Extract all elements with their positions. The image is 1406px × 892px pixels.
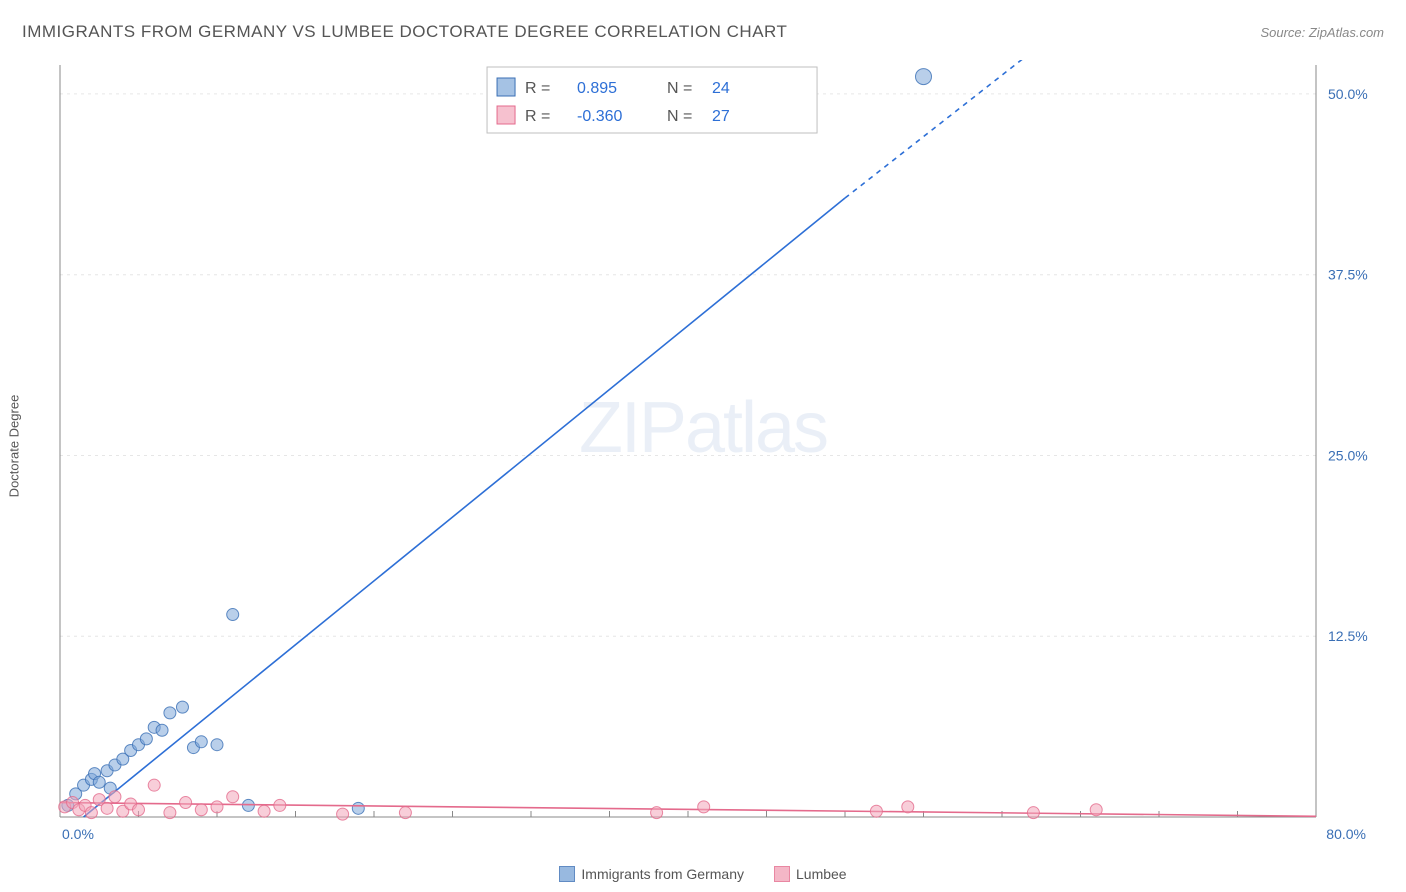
data-point [227, 609, 239, 621]
x-tick-label: 80.0% [1326, 826, 1366, 842]
data-point [176, 701, 188, 713]
legend-r-value: -0.360 [577, 108, 622, 125]
data-point [1090, 804, 1102, 816]
data-point [337, 808, 349, 820]
data-point [93, 776, 105, 788]
data-point [352, 802, 364, 814]
y-tick-label: 12.5% [1328, 628, 1368, 644]
data-point [156, 724, 168, 736]
data-point [1027, 807, 1039, 819]
data-point [133, 804, 145, 816]
data-point [916, 69, 932, 85]
data-point [274, 799, 286, 811]
legend-item: Immigrants from Germany [559, 866, 744, 882]
legend-label: Lumbee [796, 866, 847, 882]
y-axis-title: Doctorate Degree [7, 395, 22, 498]
legend-swatch [497, 78, 515, 96]
data-point [211, 739, 223, 751]
chart-title: IMMIGRANTS FROM GERMANY VS LUMBEE DOCTOR… [22, 22, 787, 42]
data-point [211, 801, 223, 813]
legend-n-value: 27 [712, 108, 730, 125]
legend-label: Immigrants from Germany [581, 866, 744, 882]
legend-n-value: 24 [712, 80, 730, 97]
legend-swatch [559, 866, 575, 882]
data-point [902, 801, 914, 813]
legend-n-label: N = [667, 80, 692, 97]
data-point [164, 807, 176, 819]
y-tick-label: 37.5% [1328, 267, 1368, 283]
legend-n-label: N = [667, 108, 692, 125]
legend-r-label: R = [525, 108, 550, 125]
data-point [195, 736, 207, 748]
regression-line-dashed [845, 60, 1033, 198]
legend-swatch [774, 866, 790, 882]
y-tick-label: 25.0% [1328, 447, 1368, 463]
data-point [148, 779, 160, 791]
data-point [227, 791, 239, 803]
legend-item: Lumbee [774, 866, 847, 882]
legend-swatch [497, 106, 515, 124]
data-point [85, 807, 97, 819]
scatter-chart: 12.5% 25.0% 37.5% 50.0% 0.0% 80.0% R = 0.895 N =… [50, 60, 1376, 852]
data-point [109, 791, 121, 803]
data-point [140, 733, 152, 745]
data-point [870, 805, 882, 817]
data-point [195, 804, 207, 816]
data-point [164, 707, 176, 719]
legend-r-value: 0.895 [577, 80, 617, 97]
data-point [651, 807, 663, 819]
data-point [101, 802, 113, 814]
data-point [180, 797, 192, 809]
data-point [698, 801, 710, 813]
source-attribution: Source: ZipAtlas.com [1260, 25, 1384, 40]
data-point [258, 805, 270, 817]
header: IMMIGRANTS FROM GERMANY VS LUMBEE DOCTOR… [22, 22, 1384, 42]
chart-area: 12.5% 25.0% 37.5% 50.0% 0.0% 80.0% R = 0.895 N =… [50, 60, 1376, 852]
data-point [399, 807, 411, 819]
legend-r-label: R = [525, 80, 550, 97]
legend-bottom: Immigrants from Germany Lumbee [0, 866, 1406, 882]
x-tick-label: 0.0% [62, 826, 94, 842]
y-tick-label: 50.0% [1328, 86, 1368, 102]
regression-line [84, 198, 845, 817]
